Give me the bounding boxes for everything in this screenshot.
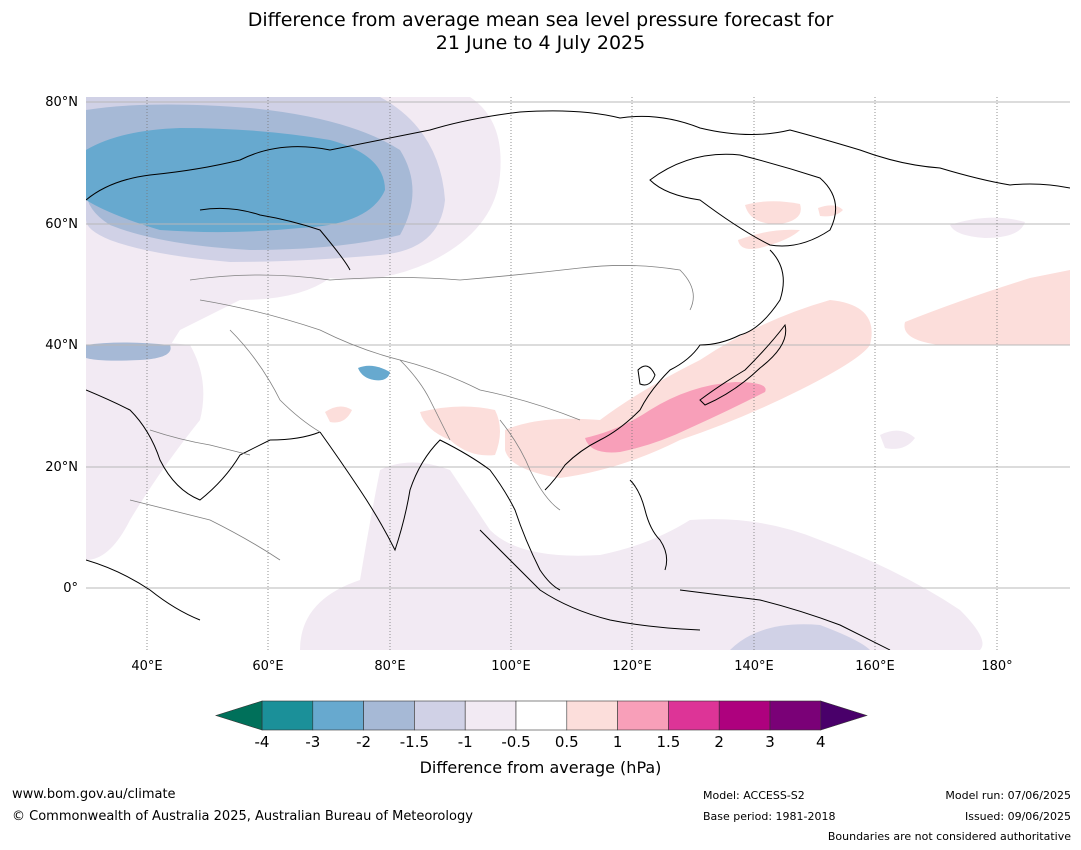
- colorbar-tick-label: 0.5: [554, 733, 579, 751]
- colorbar-tick-label: -1.5: [399, 733, 430, 751]
- colorbar-bin: [769, 700, 822, 731]
- colorbar-tick-label: 3: [765, 733, 775, 751]
- colorbar-bin: [515, 700, 568, 731]
- base-period: Base period: 1981-2018: [703, 810, 836, 823]
- colorbar-bin: [566, 700, 618, 731]
- anomaly-pos-weak-okhotsk: [745, 201, 801, 225]
- colorbar-over-arrow: [820, 700, 868, 731]
- colorbar-bin: [363, 700, 415, 731]
- lon-label-160e: 160°E: [855, 659, 895, 674]
- anomaly-neg-2-himalaya: [358, 365, 390, 381]
- anomaly-pos-1: [585, 382, 766, 453]
- colorbar-tick-label: 1: [612, 733, 623, 751]
- colorbar-tick-label: -2: [356, 733, 372, 751]
- colorbar-bin: [261, 700, 314, 731]
- anomaly-neg-weak-indian-ocean: [300, 462, 983, 650]
- lon-label-100e: 100°E: [491, 659, 531, 674]
- gridlines: [86, 101, 1070, 589]
- coastlines: [86, 110, 1070, 650]
- anomaly-neg-weak-pacific: [880, 430, 915, 449]
- anomaly-pos-weak-sakhalin: [738, 229, 800, 249]
- chart-title: Difference from average mean sea level p…: [0, 9, 1081, 55]
- lon-label-180: 180°: [981, 659, 1013, 674]
- colorbar-under-arrow: [215, 700, 263, 731]
- colorbar-bin: [414, 700, 466, 731]
- anomaly-pos-weak-tibet: [420, 406, 500, 456]
- colorbar-tick-label: -4: [254, 733, 270, 751]
- lat-label-40n: 40°N: [45, 338, 78, 353]
- model-run-date: Model run: 07/06/2025: [945, 789, 1071, 802]
- colorbar-tick-label: 2: [714, 733, 724, 751]
- lat-label-20n: 20°N: [45, 460, 78, 475]
- colorbar-bin: [312, 700, 364, 731]
- colorbar-tick-label: -3: [305, 733, 321, 751]
- lon-label-120e: 120°E: [612, 659, 652, 674]
- anomaly-pos-weak-pacific: [904, 270, 1070, 345]
- colorbar-bin: [617, 700, 669, 731]
- issued-date: Issued: 09/06/2025: [964, 810, 1071, 823]
- anomaly-field: [86, 97, 1070, 650]
- model-name: Model: ACCESS-S2: [703, 789, 805, 802]
- colorbar-label: Difference from average (hPa): [419, 758, 662, 777]
- website-link[interactable]: www.bom.gov.au/climate: [12, 787, 176, 802]
- lon-label-140e: 140°E: [734, 659, 774, 674]
- anomaly-pos-weak-india: [325, 406, 352, 423]
- anomaly-neg-1-5-caspian: [86, 342, 171, 361]
- colorbar-bin: [668, 700, 720, 731]
- lon-label-80e: 80°E: [374, 659, 406, 674]
- colorbar-bin: [464, 700, 517, 731]
- lat-label-80n: 80°N: [45, 95, 78, 110]
- anomaly-neg-weak-arabia: [86, 330, 204, 560]
- colorbar-tick-label: -0.5: [501, 733, 531, 751]
- lon-label-40e: 40°E: [131, 659, 163, 674]
- colorbar-tick-label: -1: [457, 733, 473, 751]
- anomaly-pos-weak-kamchatka: [818, 205, 843, 217]
- colorbar-tick-label: 1.5: [656, 733, 681, 751]
- colorbar-tick-label: 4: [816, 733, 826, 751]
- lat-label-60n: 60°N: [45, 217, 78, 232]
- copyright-text: © Commonwealth of Australia 2025, Austra…: [12, 809, 473, 824]
- lon-label-60e: 60°E: [252, 659, 284, 674]
- borders: [129, 265, 694, 561]
- title-line-2: 21 June to 4 July 2025: [435, 32, 646, 54]
- lat-label-0: 0°: [63, 581, 78, 596]
- title-line-1: Difference from average mean sea level p…: [247, 9, 834, 31]
- anomaly-neg-1-south: [730, 624, 870, 650]
- boundaries-disclaimer: Boundaries are not considered authoritat…: [827, 830, 1071, 843]
- colorbar-bin: [718, 700, 771, 731]
- anomaly-neg-2: [86, 128, 385, 233]
- anomaly-neg-weak-east: [950, 217, 1025, 238]
